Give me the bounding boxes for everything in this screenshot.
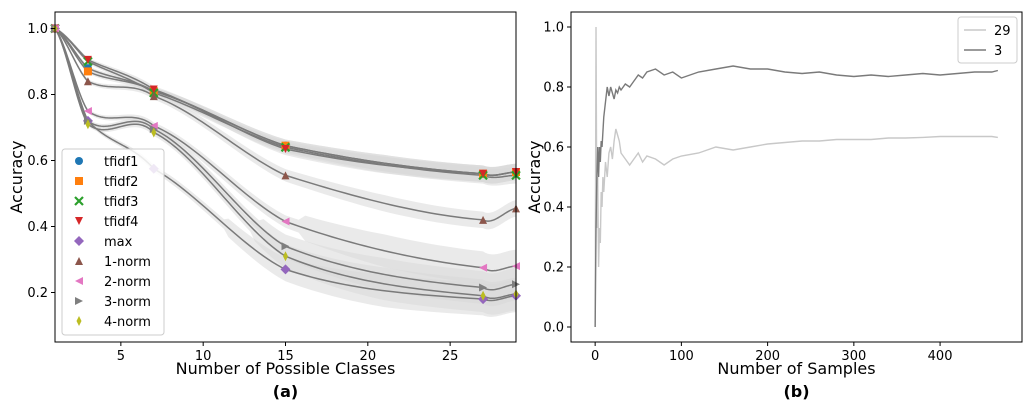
legend-marker-tfidf3 [74, 196, 84, 206]
chart-b-y-axis-label: Accuracy [525, 140, 544, 213]
data-point-1-norm [149, 92, 158, 101]
y-tick-label: 0.8 [543, 81, 564, 96]
chart-a-series-lines [55, 27, 516, 302]
series-line-3-norm [55, 28, 516, 291]
data-point-3-norm [479, 283, 488, 292]
y-tick-label: 0.4 [27, 220, 48, 235]
data-point-3-norm [281, 242, 290, 251]
legend-label: 2-norm [104, 275, 151, 290]
y-tick-label: 0.0 [543, 321, 564, 336]
series-line-1-norm [55, 27, 516, 222]
data-point-tfidf4 [149, 85, 158, 94]
legend-label: 3-norm [104, 295, 151, 310]
x-tick-label: 400 [928, 349, 953, 364]
y-tick-label: 1.0 [543, 21, 564, 36]
chart-panel-b: 0 100 200 300 400 0.0 0.2 0.4 0.6 0.8 1.0 Number … [525, 11, 1023, 401]
chart-a-panel-label: (a) [273, 382, 298, 401]
chart-b-series-lines [594, 26, 999, 328]
x-tick-label: 10 [195, 349, 212, 364]
y-tick-label: 0.4 [543, 201, 564, 216]
legend-marker-2-norm [75, 277, 83, 285]
data-point-4-norm [85, 119, 91, 130]
chart-b-x-ticks: 0 100 200 300 400 [591, 342, 952, 364]
legend-marker-tfidf1 [75, 157, 83, 165]
series-line-2-norm [55, 28, 516, 272]
legend-marker-3-norm [75, 297, 83, 305]
legend-label: 1-norm [104, 255, 151, 270]
y-tick-label: 1.0 [27, 22, 48, 37]
series-line-29 [594, 26, 998, 328]
legend-label: tfidf2 [104, 175, 138, 190]
data-point-max [280, 264, 291, 275]
chart-b-panel-label: (b) [783, 382, 809, 401]
y-tick-label: 0.2 [27, 286, 48, 301]
series-line-4-norm [55, 28, 516, 300]
x-tick-label: 15 [277, 349, 294, 364]
chart-b-y-ticks: 0.0 0.2 0.4 0.6 0.8 1.0 [543, 21, 571, 336]
legend-label: tfidf1 [104, 155, 138, 170]
data-point-4-norm [283, 251, 288, 262]
data-point-tfidf4 [281, 144, 290, 153]
legend-label: max [104, 235, 133, 250]
legend-box [957, 16, 1018, 64]
chart-a-y-axis-label: Accuracy [7, 140, 26, 213]
chart-a-legend: tfidf1 tfidf2 tfidf3 tfidf4 max 1-norm 2-norm 3… [61, 148, 165, 336]
legend-marker-tfidf2 [75, 177, 83, 185]
data-point-tfidf2 [83, 67, 92, 76]
data-point-tfidf4 [479, 169, 488, 178]
x-tick-label: 100 [669, 349, 694, 364]
legend-marker-max [74, 236, 84, 246]
y-tick-label: 0.8 [27, 88, 48, 103]
data-point-1-norm [83, 77, 92, 86]
chart-b-axes-frame [570, 11, 1023, 343]
x-tick-label: 200 [755, 349, 780, 364]
data-point-2-norm [83, 107, 92, 115]
x-tick-label: 300 [841, 349, 866, 364]
series-line-3 [594, 65, 999, 328]
data-point-2-norm [479, 263, 488, 272]
confidence-band-2-norm [55, 27, 516, 288]
legend-label: tfidf4 [104, 215, 138, 230]
chart-panel-a: 5 10 15 20 25 0.2 0.4 0.6 0.8 1.0 Number of Poss… [7, 11, 521, 401]
x-tick-label: 20 [360, 349, 377, 364]
y-tick-label: 0.6 [27, 154, 48, 169]
legend-box [61, 148, 165, 336]
x-tick-label: 5 [117, 349, 125, 364]
data-point-1-norm [479, 215, 488, 224]
legend-label: tfidf3 [104, 195, 138, 210]
legend-label: 3 [994, 44, 1002, 59]
y-tick-label: 0.6 [543, 141, 564, 156]
legend-label: 29 [994, 24, 1011, 39]
series-line-tfidf4 [55, 27, 516, 176]
data-point-1-norm [281, 171, 290, 180]
chart-a-x-ticks: 5 10 15 20 25 [117, 342, 459, 364]
x-tick-label: 0 [591, 349, 599, 364]
legend-marker-4-norm [76, 316, 82, 326]
data-point-4-norm [151, 127, 157, 138]
legend-marker-1-norm [75, 257, 83, 265]
series-line-max [55, 28, 516, 302]
legend-label: 4-norm [104, 315, 151, 330]
y-tick-label: 0.2 [543, 261, 564, 276]
data-point-tfidf4 [83, 55, 92, 64]
chart-b-legend: 293 [957, 16, 1018, 64]
data-point-2-norm [281, 217, 290, 226]
data-point-4-norm [480, 290, 486, 301]
chart-a-x-axis-label: Number of Possible Classes [176, 359, 396, 378]
chart-a-y-ticks: 0.2 0.4 0.6 0.8 1.0 [27, 22, 55, 301]
legend-marker-tfidf4 [75, 217, 83, 225]
chart-b-x-axis-label: Number of Samples [717, 359, 875, 378]
data-point-2-norm [149, 121, 158, 130]
x-tick-label: 25 [442, 349, 459, 364]
